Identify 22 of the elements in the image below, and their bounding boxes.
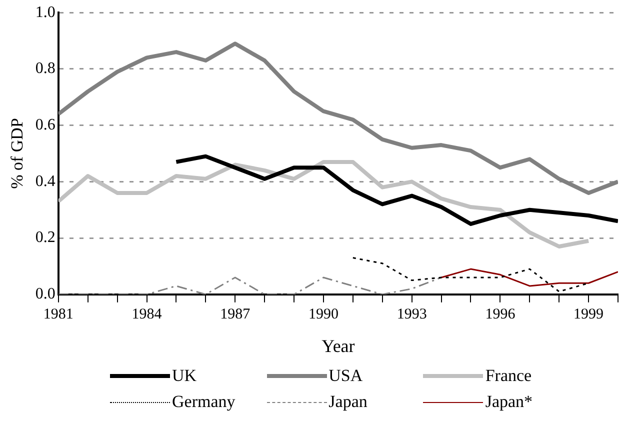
y-tick-label: 0.6	[35, 116, 56, 134]
y-tick-label: 0.2	[35, 229, 56, 246]
x-tick-label: 1999	[574, 306, 604, 322]
y-axis-title: % of GDP	[8, 118, 27, 189]
y-tick-label: 1.0	[35, 4, 56, 21]
legend-label: Japan*	[485, 392, 533, 412]
y-tick-label: 0.0	[35, 286, 56, 303]
x-tick-label: 1990	[308, 306, 338, 322]
x-tick-label: 1996	[485, 306, 516, 322]
legend-label: France	[485, 366, 532, 386]
line-series	[58, 276, 442, 294]
x-tick-label: 1993	[396, 306, 427, 322]
x-tick-label: 1984	[132, 306, 162, 322]
legend-label: Japan	[328, 392, 368, 412]
x-tick-label: 1987	[220, 306, 251, 322]
x-tick-label: 1981	[43, 306, 74, 322]
legend-label: Germany	[172, 392, 236, 412]
y-tick-label: 0.4	[35, 172, 56, 190]
legend-label: UK	[172, 366, 197, 386]
legend-label: USA	[328, 366, 363, 386]
x-axis-title: Year	[322, 336, 355, 356]
y-tick-label: 0.8	[35, 60, 56, 78]
